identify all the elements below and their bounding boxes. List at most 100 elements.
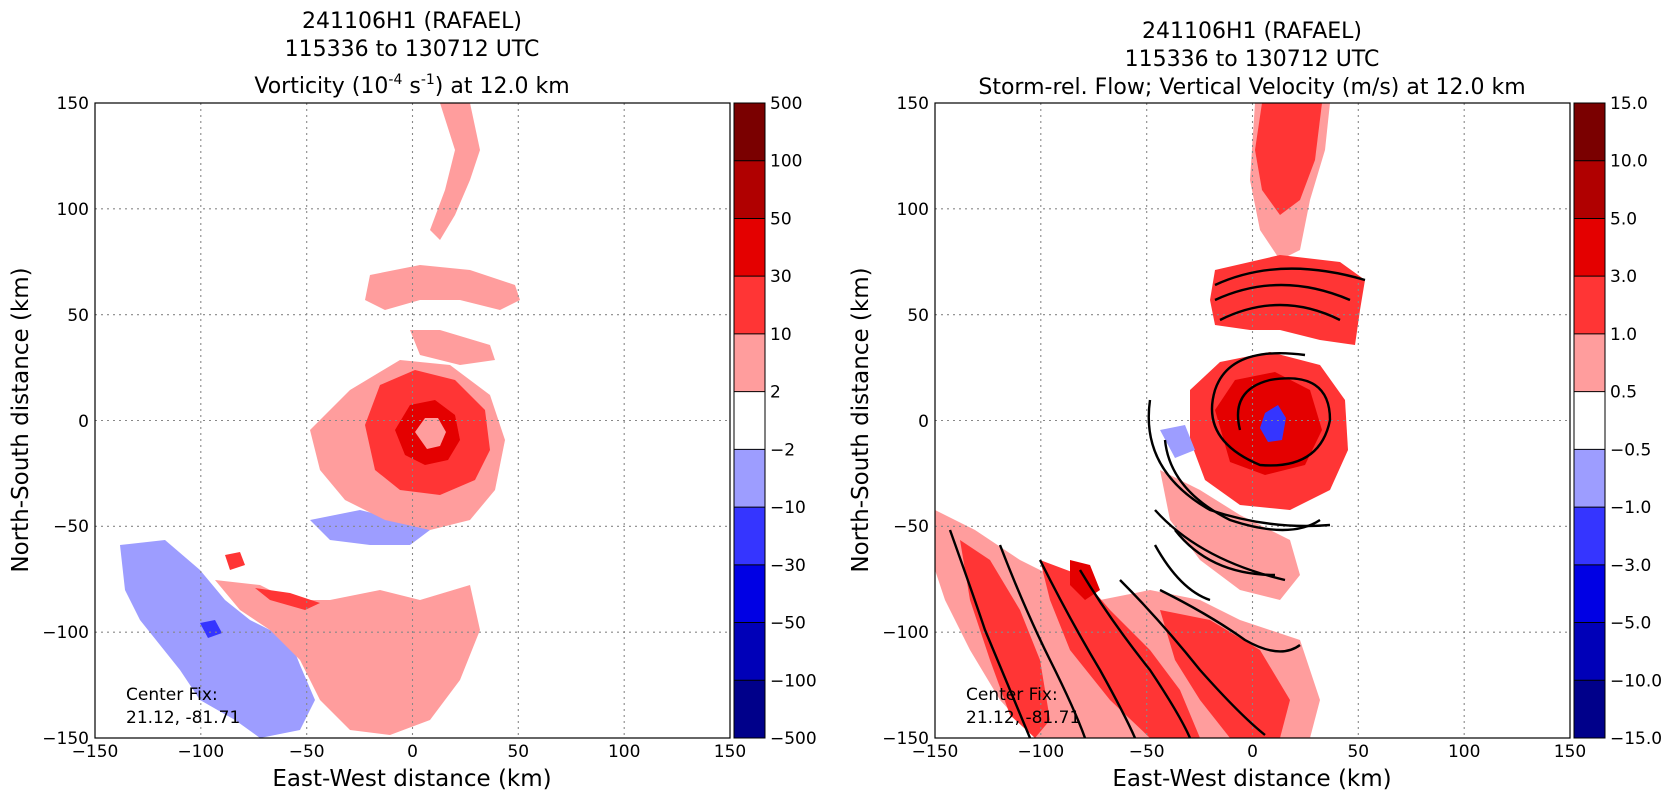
- right-field-negative-eye: [1260, 405, 1286, 442]
- colorbar-swatch: [734, 276, 765, 335]
- streamline: [1163, 439, 1321, 532]
- right-colorbar-labels: 15.0 10.0 5.0 3.0 1.0 0.5 −0.5 −1.0 −3.0…: [1610, 94, 1662, 749]
- streamline: [1119, 579, 1266, 736]
- left-field-positive-north-band: [430, 103, 480, 240]
- colorbar-swatch: [1574, 160, 1605, 219]
- colorbar-swatch: [734, 103, 765, 162]
- right-xtick-label: 50: [1347, 742, 1369, 762]
- left-field-negative-center-band: [310, 510, 430, 545]
- right-grid: [935, 103, 1570, 738]
- left-colorbar-label: −500: [770, 729, 817, 749]
- streamline: [1147, 399, 1331, 528]
- streamline: [1153, 544, 1211, 602]
- left-ytick-label: −50: [53, 517, 89, 537]
- right-plot-frame: [934, 102, 1571, 739]
- colorbar-swatch: [734, 333, 765, 393]
- right-ytick-label: −100: [882, 623, 929, 643]
- right-field-positive-sw-core-1: [960, 540, 1050, 738]
- left-colorbar-label: 50: [770, 210, 792, 230]
- left-colorbar-label: −30: [770, 556, 806, 576]
- left-ytick-label: 150: [57, 94, 89, 114]
- left-annotation-line2: 21.12, -81.71: [126, 708, 240, 728]
- left-field-positive-north-arc: [365, 265, 520, 310]
- right-colorbar-label: −1.0: [1610, 498, 1651, 518]
- right-xtick-label: 0: [1247, 742, 1258, 762]
- left-title-line3: Vorticity (10-4 s-1) at 12.0 km: [254, 72, 569, 99]
- right-colorbar-label: 3.0: [1610, 267, 1637, 287]
- left-field-positive-sw-spot: [225, 552, 245, 570]
- left-plot-area: [95, 103, 730, 738]
- colorbar-swatch: [734, 391, 765, 450]
- left-colorbar: 500 100 50 30 10 2 −2 −10 −30 −50 −100 −…: [733, 94, 817, 749]
- left-xtick-label: −100: [177, 742, 224, 762]
- left-x-axis-label: East-West distance (km): [272, 766, 551, 792]
- left-colorbar-label: 2: [770, 383, 781, 403]
- left-colorbar-label: −10: [770, 498, 806, 518]
- left-ytick-label: 100: [57, 200, 89, 220]
- left-field-negative-sw-region: [120, 540, 315, 738]
- right-colorbar-label: 5.0: [1610, 210, 1637, 230]
- colorbar-swatch: [734, 449, 765, 508]
- colorbar-swatch: [1574, 276, 1605, 335]
- right-ytick-label: 100: [897, 200, 929, 220]
- right-colorbar-label: 0.5: [1610, 383, 1637, 403]
- right-colorbar-label: −3.0: [1610, 556, 1651, 576]
- colorbar-swatch: [734, 218, 765, 277]
- right-colorbar-label: 1.0: [1610, 325, 1637, 345]
- right-colorbar-label: −10.0: [1610, 671, 1662, 691]
- left-xtick-label: 100: [608, 742, 640, 762]
- colorbar-swatch: [1574, 333, 1605, 393]
- right-y-ticks: −150 −100 −50 0 50 100 150: [882, 94, 929, 749]
- left-field-positive-upper-patch: [410, 330, 495, 365]
- right-colorbar: 15.0 10.0 5.0 3.0 1.0 0.5 −0.5 −1.0 −3.0…: [1573, 94, 1662, 749]
- colorbar-swatch: [1574, 622, 1605, 681]
- left-title-line3-suffix: ) at 12.0 km: [435, 74, 570, 99]
- colorbar-swatch: [734, 680, 765, 739]
- right-ytick-label: 150: [897, 94, 929, 114]
- streamline: [1174, 529, 1276, 577]
- left-title-line3-sup2: -1: [421, 72, 435, 88]
- right-annotation-line1: Center Fix:: [966, 685, 1058, 705]
- left-colorbar-label: 10: [770, 325, 792, 345]
- left-title-line2: 115336 to 130712 UTC: [285, 37, 540, 62]
- right-ytick-label: 50: [907, 306, 929, 326]
- left-field-positive-sw-strip: [255, 588, 320, 610]
- left-field-positive-eye: [415, 418, 446, 449]
- streamline: [1159, 588, 1301, 653]
- right-streamlines: [948, 267, 1366, 738]
- left-title-line3-sup1: -4: [388, 72, 402, 88]
- right-x-ticks: −150 −100 −50 0 50 100 150: [912, 742, 1587, 762]
- streamline: [998, 544, 1087, 738]
- left-plot-frame: [94, 102, 731, 739]
- right-title-line2: 115336 to 130712 UTC: [1125, 47, 1380, 72]
- colorbar-swatch: [734, 160, 765, 219]
- left-ytick-label: −100: [42, 623, 89, 643]
- left-xtick-label: 0: [407, 742, 418, 762]
- right-xtick-label: −100: [1017, 742, 1064, 762]
- left-xtick-label: 50: [507, 742, 529, 762]
- left-ytick-label: −150: [42, 729, 89, 749]
- right-colorbar-swatches: [1574, 103, 1605, 739]
- left-grid: [95, 103, 730, 738]
- right-colorbar-frame: [1573, 102, 1606, 739]
- right-xtick-label: −50: [1129, 742, 1165, 762]
- left-title-line1: 241106H1 (RAFAEL): [302, 9, 522, 34]
- right-colorbar-label: −5.0: [1610, 614, 1651, 634]
- right-title-line3: Storm-rel. Flow; Vertical Velocity (m/s)…: [978, 75, 1525, 100]
- left-x-ticks: −150 −100 −50 0 50 100 150: [72, 742, 747, 762]
- colorbar-swatch: [1574, 507, 1605, 566]
- colorbar-swatch: [1574, 680, 1605, 739]
- left-field-positive-sw-band: [215, 580, 480, 735]
- left-colorbar-labels: 500 100 50 30 10 2 −2 −10 −30 −50 −100 −…: [770, 94, 817, 749]
- colorbar-swatch: [1574, 103, 1605, 162]
- left-colorbar-swatches: [734, 103, 765, 739]
- right-field-positive-inner-band: [1160, 470, 1300, 600]
- right-annotation-line2: 21.12, -81.71: [966, 708, 1080, 728]
- left-colorbar-label: 500: [770, 94, 802, 114]
- left-colorbar-frame: [733, 102, 766, 739]
- left-xtick-label: −50: [289, 742, 325, 762]
- right-ytick-label: −50: [893, 517, 929, 537]
- right-colorbar-label: −15.0: [1610, 729, 1662, 749]
- left-colorbar-label: −50: [770, 614, 806, 634]
